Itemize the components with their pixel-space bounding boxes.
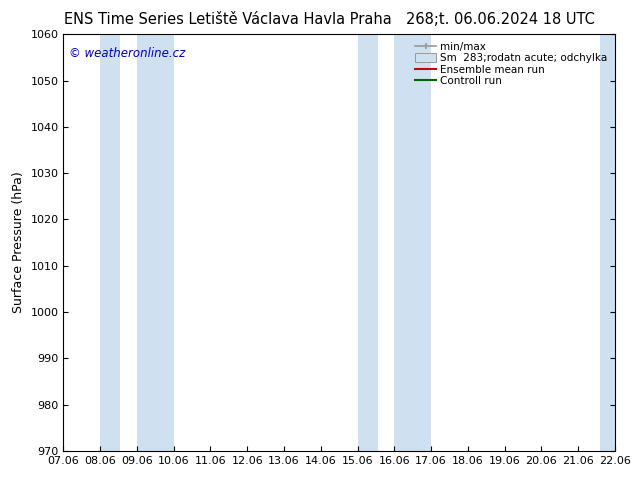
Text: © weatheronline.cz: © weatheronline.cz [69, 47, 185, 60]
Bar [600, 34, 615, 451]
Bar [100, 34, 120, 451]
Bar [358, 34, 378, 451]
Text: 268;t. 06.06.2024 18 UTC: 268;t. 06.06.2024 18 UTC [406, 12, 595, 27]
Bar [137, 34, 174, 451]
Text: ENS Time Series Letiště Václava Havla Praha: ENS Time Series Letiště Václava Havla Pr… [65, 12, 392, 27]
Y-axis label: Surface Pressure (hPa): Surface Pressure (hPa) [12, 172, 25, 314]
Legend: min/max, Sm  283;rodatn acute; odchylka, Ensemble mean run, Controll run: min/max, Sm 283;rodatn acute; odchylka, … [413, 40, 610, 88]
Bar [394, 34, 431, 451]
